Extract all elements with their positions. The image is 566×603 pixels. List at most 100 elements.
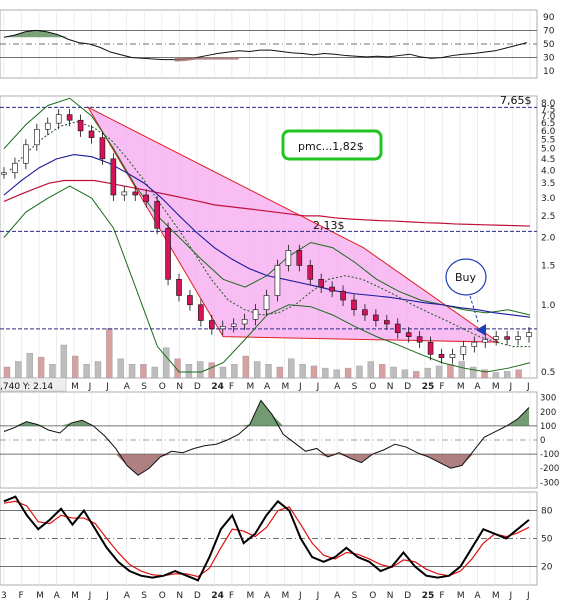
- y-tick-label: 80: [541, 507, 553, 517]
- x-tick-label: D: [404, 591, 411, 601]
- volume-bar: [37, 356, 45, 379]
- y-tick-label: 50: [543, 40, 555, 50]
- volume-bar: [276, 366, 284, 379]
- candle-body: [274, 265, 281, 296]
- volume-bar: [333, 369, 340, 379]
- candle-body: [219, 326, 226, 330]
- candle-body: [165, 227, 171, 280]
- volume-bar: [117, 358, 124, 379]
- y-tick-label: 2.0: [541, 234, 556, 244]
- volume-bar: [128, 364, 136, 379]
- candle-body: [66, 114, 73, 121]
- volume-bar: [106, 328, 113, 379]
- x-tick-label: N: [387, 591, 394, 601]
- volume-bar: [242, 355, 249, 379]
- y-tick-label: 2.5: [541, 212, 555, 222]
- volume-bar: [174, 358, 181, 379]
- candle-body: [34, 129, 40, 146]
- candle-body: [132, 191, 139, 196]
- buy-bubble: [445, 258, 487, 296]
- sma-red-line: [3, 179, 531, 227]
- x-tick-label: M: [282, 382, 290, 392]
- candle-body: [504, 336, 510, 340]
- y-tick-label: -300: [540, 478, 559, 488]
- x-tick-label: N: [176, 591, 183, 601]
- level-label-213: 2,13$: [313, 219, 345, 232]
- volume-bar: [231, 364, 238, 379]
- volume-bar: [401, 369, 409, 379]
- volume-bar: [299, 364, 306, 379]
- x-tick-label: 3: [1, 591, 7, 601]
- y-tick-label: 3.5: [541, 179, 555, 189]
- y-tick-label: 8.0: [541, 99, 556, 109]
- sma-dotted-line: [9, 121, 530, 348]
- x-tick-label: S: [352, 382, 358, 392]
- candle-body: [515, 336, 521, 340]
- oscillator-positive-fill: [4, 30, 527, 44]
- x-tick-label: M: [71, 382, 79, 392]
- candle-body: [110, 158, 117, 196]
- candle-body: [1, 172, 7, 175]
- coordinate-readout-text: ,740 Y: 2.14: [0, 382, 53, 392]
- volume-bar: [208, 362, 215, 379]
- volume-bar: [481, 369, 488, 379]
- candle-body: [44, 122, 51, 130]
- x-tick-label: 24: [211, 591, 224, 601]
- candle-body: [154, 201, 160, 229]
- y-tick-label: 30: [543, 54, 555, 64]
- volume-bar: [356, 365, 363, 379]
- y-tick-label: 50: [541, 535, 553, 545]
- x-tick-label: O: [159, 591, 166, 601]
- volume-bar: [253, 361, 261, 379]
- candle-body: [99, 137, 106, 160]
- x-tick-label: J: [508, 591, 512, 601]
- candle-body: [209, 320, 215, 330]
- volume-bar: [49, 364, 56, 379]
- volume-bar: [469, 366, 477, 379]
- x-tick-label: J: [88, 382, 92, 392]
- cci-line: [3, 399, 530, 476]
- x-tick-label: J: [298, 591, 302, 601]
- x-tick-label: J: [105, 591, 109, 601]
- x-tick-label: M: [492, 591, 500, 601]
- x-tick-label: A: [334, 382, 341, 392]
- candle-body: [143, 194, 149, 202]
- volume-bar: [344, 367, 352, 379]
- candle-body: [23, 144, 29, 164]
- y-tick-label: 5.0: [541, 145, 556, 155]
- x-tick-label: F: [229, 591, 234, 601]
- oscillator-line: [3, 29, 528, 61]
- x-tick-label: J: [316, 591, 320, 601]
- y-tick-label: -100: [540, 450, 559, 460]
- y-tick-label: 200: [540, 408, 556, 418]
- y-tick-label: 300: [540, 394, 556, 404]
- candle-body: [285, 250, 292, 266]
- x-tick-label: S: [141, 382, 147, 392]
- volume-bar: [83, 364, 90, 379]
- y-tick-label: 0.5: [541, 368, 555, 378]
- x-tick-label: 25: [422, 382, 435, 392]
- y-tick-label: 4.5: [541, 155, 555, 165]
- x-tick-label: M: [457, 382, 465, 392]
- x-tick-label: O: [369, 591, 376, 601]
- volume-bar: [413, 371, 420, 379]
- x-tick-label: N: [387, 382, 394, 392]
- volume-bar: [492, 372, 500, 379]
- candle-body: [12, 162, 18, 174]
- x-tick-label: N: [176, 382, 183, 392]
- volume-bar: [322, 367, 329, 379]
- volume-bar: [458, 361, 465, 379]
- candle-body: [318, 278, 324, 288]
- candle-body: [416, 336, 423, 343]
- x-tick-label: M: [246, 382, 254, 392]
- candle-body: [373, 314, 379, 321]
- volume-bar: [435, 365, 443, 379]
- candle-body: [252, 309, 259, 320]
- volume-bar: [151, 366, 159, 379]
- x-tick-label: M: [492, 382, 500, 392]
- volume-bar: [219, 366, 227, 379]
- cci-negative-fill: [4, 454, 529, 476]
- y-tick-label: 3.0: [541, 194, 556, 204]
- x-tick-label: 25: [422, 591, 435, 601]
